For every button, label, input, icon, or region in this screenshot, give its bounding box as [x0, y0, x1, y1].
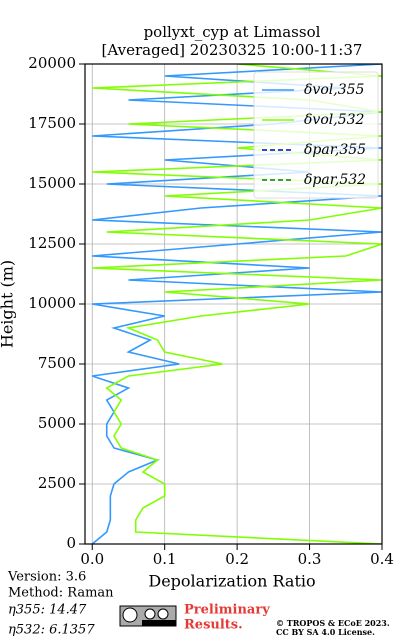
chart-title: pollyxt_cyp at Limassol [144, 23, 321, 41]
y-tick-label: 12500 [28, 234, 76, 252]
y-tick-label: 20000 [28, 54, 76, 72]
legend-label: δvol,532 [304, 112, 365, 128]
notice: Preliminary [184, 603, 270, 618]
y-tick-label: 17500 [28, 114, 76, 132]
legend-box [253, 71, 379, 199]
y-tick-label: 15000 [28, 174, 76, 192]
y-tick-label: 5000 [38, 414, 76, 432]
y-tick-label: 2500 [38, 474, 76, 492]
x-tick-label: 0.0 [80, 550, 104, 568]
method: Method: Raman [8, 586, 114, 601]
copyright: CC BY SA 4.0 License. [276, 627, 375, 637]
legend-label: δvol,355 [304, 82, 365, 98]
plot-frame [84, 63, 383, 545]
x-tick-label: 0.3 [298, 550, 322, 568]
y-tick-label: 10000 [28, 294, 76, 312]
notice: Results. [184, 618, 243, 633]
version: Version: 3.6 [7, 570, 86, 585]
cc-badge [119, 605, 177, 627]
y-tick-label: 7500 [38, 354, 76, 372]
y-tick-label: 0 [66, 534, 76, 552]
eta355: η355: 14.47 [8, 603, 87, 618]
copyright: © TROPOS & ECoE 2023. [276, 618, 390, 628]
y-axis-label: Height (m) [0, 260, 17, 348]
x-tick-label: 0.2 [225, 550, 249, 568]
x-tick-label: 0.1 [153, 550, 177, 568]
chart-subtitle: [Averaged] 20230325 10:00-11:37 [102, 41, 363, 59]
legend-label: δpar,355 [304, 142, 366, 158]
x-tick-label: 0.4 [370, 550, 394, 568]
eta532: η532: 6.1357 [8, 623, 95, 638]
x-axis-label: Depolarization Ratio [148, 572, 315, 591]
legend-label: δpar,532 [304, 172, 366, 188]
